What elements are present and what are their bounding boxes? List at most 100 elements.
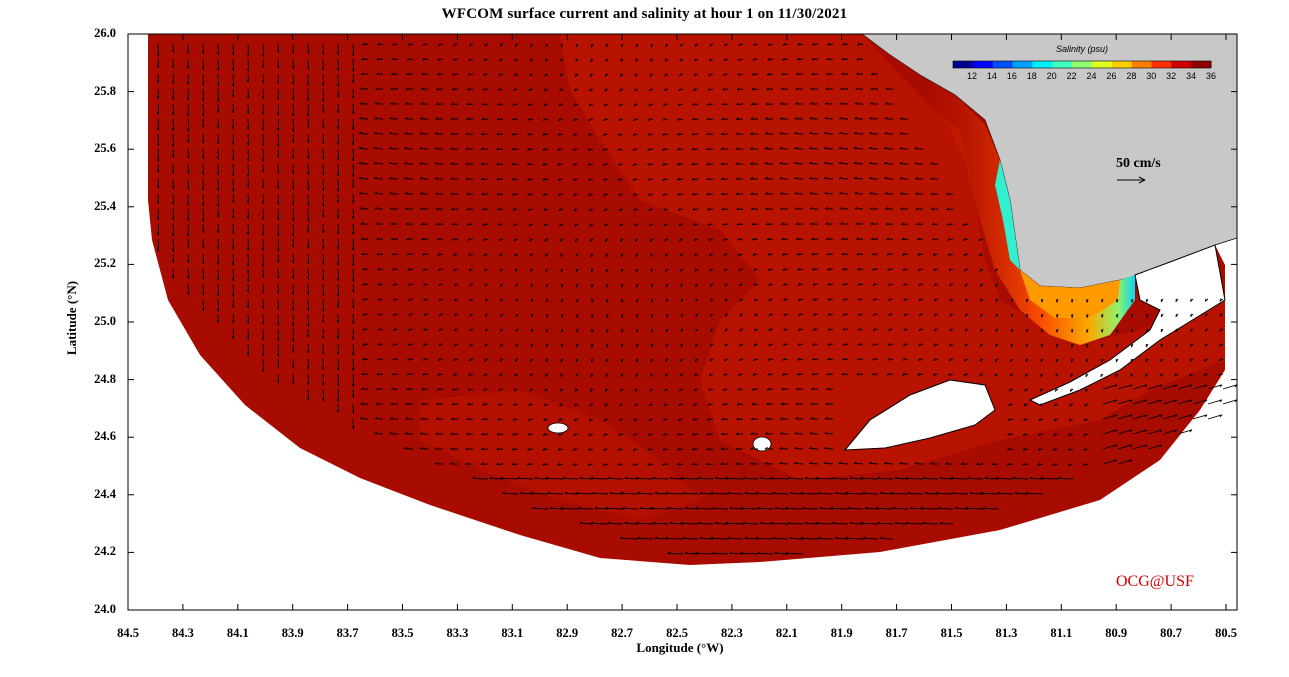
current-vector-head — [678, 403, 681, 406]
current-vector — [1147, 414, 1163, 420]
colorbar-tick: 12 — [966, 71, 977, 81]
current-vector — [217, 298, 220, 312]
current-vector — [232, 88, 235, 98]
current-vector — [482, 418, 489, 421]
current-vector-head — [1068, 433, 1071, 436]
current-vector — [496, 148, 504, 151]
current-vector — [907, 492, 924, 495]
current-vector — [853, 462, 864, 465]
current-vector — [322, 358, 325, 370]
current-vector-head — [1014, 491, 1018, 494]
current-vector — [577, 507, 594, 510]
current-vector-head — [389, 116, 393, 120]
current-vector-head — [231, 278, 235, 282]
current-vector — [916, 223, 924, 226]
current-vector — [157, 118, 160, 131]
current-vector-head — [572, 147, 576, 151]
current-vector-head — [751, 87, 755, 91]
current-vector — [637, 537, 654, 540]
current-vector — [721, 208, 729, 211]
current-vector — [352, 343, 355, 356]
current-vector-head — [1144, 399, 1148, 403]
current-vector-head — [1130, 314, 1133, 318]
current-vector-head — [724, 298, 727, 302]
current-vector-head — [291, 81, 295, 85]
current-vector-head — [499, 253, 502, 257]
current-vector-head — [909, 506, 913, 509]
current-vector — [322, 268, 325, 281]
current-vector-head — [171, 49, 175, 53]
current-vector-head — [783, 298, 786, 301]
current-vector-head — [680, 476, 684, 479]
current-vector-head — [481, 447, 485, 450]
current-vector-head — [1054, 403, 1057, 407]
current-vector-head — [1218, 358, 1222, 362]
current-vector-head — [500, 298, 502, 302]
colorbar-tick: 30 — [1146, 71, 1157, 81]
current-vector-head — [823, 461, 827, 464]
current-vector-head — [306, 366, 310, 370]
current-vector — [677, 163, 684, 166]
current-vector-head — [838, 461, 842, 464]
current-vector — [247, 133, 250, 146]
current-vector-head — [589, 223, 592, 227]
current-vector-head — [499, 283, 502, 287]
current-vector-head — [587, 133, 591, 136]
current-vector-head — [543, 418, 546, 421]
current-vector — [797, 373, 804, 376]
current-vector-head — [637, 536, 641, 539]
current-vector — [680, 477, 699, 480]
current-vector — [815, 522, 834, 525]
current-vector — [721, 418, 729, 421]
current-vector-head — [276, 353, 280, 357]
current-vector-head — [684, 551, 688, 554]
current-vector-head — [768, 283, 771, 286]
current-vector-head — [1188, 373, 1192, 377]
current-vector-head — [789, 491, 793, 494]
current-vector-head — [721, 417, 725, 421]
current-vector — [511, 163, 519, 166]
scale-arrow-label: 50 cm/s — [1116, 156, 1161, 171]
current-vector-head — [751, 222, 755, 226]
current-vector-head — [483, 238, 486, 241]
current-vector-head — [359, 417, 363, 420]
current-vector-head — [842, 267, 845, 271]
current-vector — [811, 253, 819, 256]
current-vector — [421, 388, 429, 391]
current-vector-head — [575, 491, 579, 494]
current-vector-head — [994, 373, 997, 377]
current-vector-head — [709, 268, 712, 272]
current-vector-head — [1040, 314, 1043, 318]
current-vector-head — [853, 461, 857, 464]
current-vector-head — [1114, 399, 1118, 403]
colorbar-tick: 36 — [1205, 71, 1216, 81]
current-vector-head — [662, 447, 666, 451]
current-vector-head — [201, 261, 205, 265]
current-vector-head — [574, 388, 577, 392]
current-vector-head — [931, 207, 935, 210]
current-vector-head — [617, 133, 621, 136]
current-vector — [939, 522, 954, 525]
current-vector-head — [216, 319, 220, 323]
current-vector — [376, 253, 384, 256]
current-vector-head — [276, 291, 280, 295]
current-vector — [772, 537, 789, 540]
current-vector-head — [468, 253, 471, 256]
current-vector-head — [496, 117, 500, 121]
current-vector-head — [336, 304, 340, 308]
current-vector-head — [362, 327, 366, 331]
current-vector-head — [558, 193, 561, 196]
current-vector-head — [511, 147, 515, 151]
current-vector-head — [855, 237, 859, 240]
current-vector-head — [419, 117, 424, 120]
current-vector-head — [261, 111, 265, 115]
current-vector — [172, 88, 175, 100]
current-vector — [437, 388, 444, 391]
current-vector — [1012, 477, 1029, 480]
current-vector-head — [201, 229, 205, 233]
current-vector-head — [246, 184, 250, 188]
current-vector-head — [590, 284, 593, 288]
current-vector-head — [884, 176, 888, 179]
current-vector — [217, 208, 220, 218]
current-vector-head — [1114, 429, 1118, 433]
